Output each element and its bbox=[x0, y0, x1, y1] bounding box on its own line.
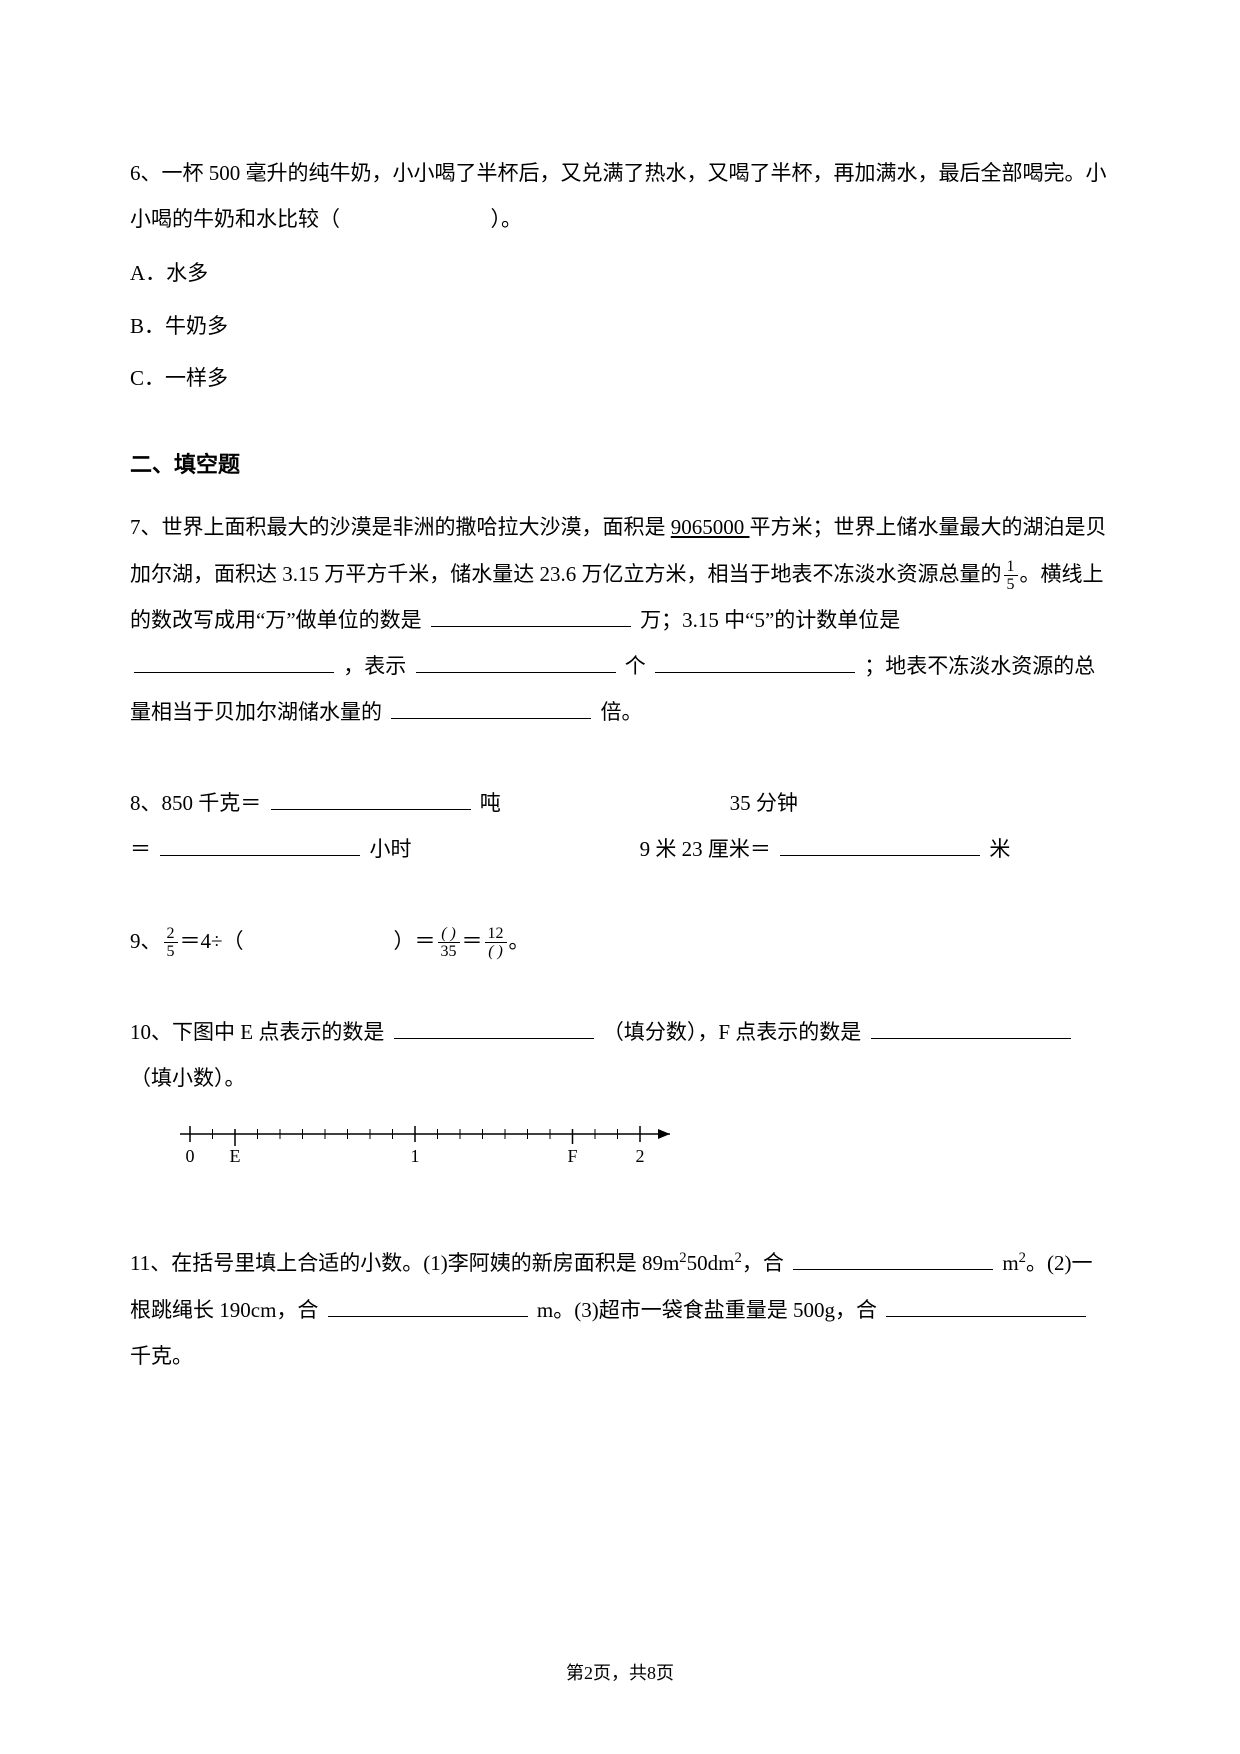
nl-tick-e: E bbox=[230, 1146, 241, 1166]
q11-t4: 千克。 bbox=[130, 1344, 193, 1368]
q7-t3: 万；3.15 中“5”的计数单位是 bbox=[635, 608, 900, 632]
question-10: 10、下图中 E 点表示的数是 （填分数），F 点表示的数是 （填小数）。 bbox=[130, 1009, 1110, 1101]
q10-blank-2[interactable] bbox=[871, 1014, 1071, 1039]
q7-blank-4[interactable] bbox=[655, 648, 855, 673]
q6-text-a: 6、一杯 500 毫升的纯牛奶，小小喝了半杯后，又兑满了热水，又喝了半杯，再加满… bbox=[130, 161, 1107, 231]
q8-b1-label: 35 分钟 bbox=[730, 791, 798, 815]
q7-t1: 7、世界上面积最大的沙漠是非洲的撒哈拉大沙漠，面积是 bbox=[130, 515, 671, 539]
section-2-title: 二、填空题 bbox=[130, 441, 1110, 489]
q9-t3: ）＝ bbox=[394, 929, 436, 953]
question-7: 7、世界上面积最大的沙漠是非洲的撒哈拉大沙漠，面积是 9065000 平方米；世… bbox=[130, 504, 1110, 735]
q8-b2: 小时 bbox=[364, 837, 411, 861]
question-9: 9、25＝4÷（ ）＝( )35＝12( )。 bbox=[130, 918, 1110, 964]
q9-f2: ( )35 bbox=[438, 925, 460, 961]
q6-text-b: ）。 bbox=[491, 207, 523, 231]
nl-tick-1: 1 bbox=[411, 1146, 420, 1166]
q11-blank-1[interactable] bbox=[793, 1245, 993, 1270]
question-6: 6、一杯 500 毫升的纯牛奶，小小喝了半杯后，又兑满了热水，又喝了半杯，再加满… bbox=[130, 150, 1110, 242]
question-8: 8、850 千克＝ 吨 35 分钟 ＝ 小时 9 米 23 厘米＝ 米 bbox=[130, 780, 1110, 872]
q7-blank-5[interactable] bbox=[391, 694, 591, 719]
q8-blank-3[interactable] bbox=[780, 831, 980, 856]
nl-tick-f: F bbox=[567, 1146, 577, 1166]
q7-frac-num: 1 bbox=[1004, 558, 1018, 577]
q7-t4: ，表示 bbox=[338, 654, 412, 678]
q6-opt-b: B．牛奶多 bbox=[130, 303, 1110, 349]
q11-t1c: ，合 bbox=[742, 1251, 789, 1275]
q8-c1: 9 米 23 厘米＝ bbox=[640, 837, 777, 861]
q10-t2: （填分数），F 点表示的数是 bbox=[598, 1020, 867, 1044]
q10-t3: （填小数）。 bbox=[130, 1066, 246, 1090]
q7-blank-2[interactable] bbox=[134, 648, 334, 673]
q9-f3: 12( ) bbox=[485, 925, 507, 961]
q7-t5: 个 bbox=[620, 654, 652, 678]
q10-t1: 10、下图中 E 点表示的数是 bbox=[130, 1020, 390, 1044]
q11-t1b: 50dm bbox=[687, 1251, 735, 1275]
number-line-svg: 0 E 1 F 2 bbox=[160, 1114, 700, 1174]
q7-frac-den: 5 bbox=[1004, 576, 1018, 594]
nl-tick-0: 0 bbox=[186, 1146, 195, 1166]
q10-blank-1[interactable] bbox=[394, 1014, 594, 1039]
q9-t1: 9、 bbox=[130, 929, 162, 953]
q9-t2: ＝4÷（ bbox=[180, 929, 244, 953]
q7-frac: 15 bbox=[1004, 558, 1018, 594]
q11-blank-3[interactable] bbox=[886, 1291, 1086, 1316]
q11-blank-2[interactable] bbox=[328, 1291, 528, 1316]
q11-t2: m bbox=[997, 1251, 1019, 1275]
nl-tick-2: 2 bbox=[636, 1146, 645, 1166]
q7-blank-3[interactable] bbox=[416, 648, 616, 673]
q11-t2s: 2 bbox=[1019, 1250, 1026, 1266]
q7-blank-1[interactable] bbox=[431, 602, 631, 627]
question-11: 11、在括号里填上合适的小数。(1)李阿姨的新房面积是 89m250dm2，合 … bbox=[130, 1240, 1110, 1379]
q11-t1s2: 2 bbox=[734, 1250, 741, 1266]
q11-t1s: 2 bbox=[679, 1250, 686, 1266]
q8-eq: ＝ bbox=[130, 837, 156, 861]
q7-t7: 倍。 bbox=[595, 700, 642, 724]
q8-a1: 8、850 千克＝ bbox=[130, 791, 267, 815]
q8-a2: 吨 bbox=[475, 791, 501, 815]
q6-opt-a: A．水多 bbox=[130, 250, 1110, 296]
q11-t1: 11、在括号里填上合适的小数。(1)李阿姨的新房面积是 89m bbox=[130, 1251, 679, 1275]
q9-f1: 25 bbox=[164, 925, 178, 961]
page-footer: 第2页，共8页 bbox=[0, 1654, 1240, 1694]
q11-t3: m。(3)超市一袋食盐重量是 500g，合 bbox=[532, 1298, 883, 1322]
q8-c2: 米 bbox=[984, 837, 1010, 861]
q9-t4: ＝ bbox=[462, 929, 483, 953]
q6-opt-c: C．一样多 bbox=[130, 355, 1110, 401]
q8-blank-2[interactable] bbox=[160, 831, 360, 856]
q8-blank-1[interactable] bbox=[271, 785, 471, 810]
q9-t5: 。 bbox=[509, 929, 530, 953]
q7-t1u: 9065000 bbox=[671, 515, 750, 539]
